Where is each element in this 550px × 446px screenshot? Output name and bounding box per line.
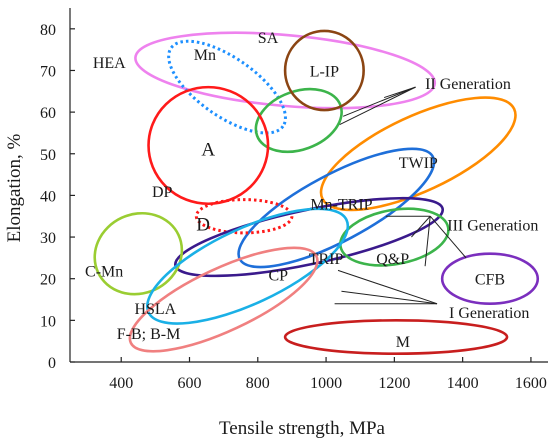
region-cp-label: CP (268, 268, 288, 285)
region-c-mn-ellipse (93, 211, 184, 296)
region-cp-ellipse (145, 207, 350, 325)
region-hsla-label: HSLA (134, 301, 176, 318)
leader-line-i-generation (341, 290, 438, 305)
region-qandp-label: Q&P (376, 251, 409, 268)
ticks-layer: 400 600 800 1000 1200 1400 1600 0 10 20 30 40 50 60 70… (40, 22, 547, 392)
x-tick-label: 1600 (515, 375, 547, 392)
region-mn-ellipse (167, 39, 287, 135)
y-tick-label: 70 (40, 63, 56, 80)
leader-line-iii-generation (429, 215, 467, 259)
region-mn-trip-label: Mn-TRIP (310, 197, 372, 214)
region-dp-label: DP (152, 184, 173, 201)
region-cfb-label: CFB (475, 272, 505, 289)
leader-line-ii-generation (339, 86, 416, 126)
y-axis-label: Elongation, % (4, 133, 25, 242)
y-tick-label: 0 (48, 355, 56, 372)
leader-line-ii-generation (342, 86, 416, 117)
region-l-ip-label: L-IP (310, 63, 339, 80)
y-tick-label: 80 (40, 22, 56, 39)
region-twip-label: TWIP (399, 155, 438, 172)
region-l-ip-ellipse (283, 29, 365, 112)
y-tick-label: 30 (40, 230, 56, 247)
x-tick-label: 1000 (310, 375, 342, 392)
region-a-ellipse (147, 85, 270, 206)
x-tick-label: 600 (178, 375, 202, 392)
group-label-iii-generation: III Generation (447, 218, 538, 235)
y-tick-label: 40 (40, 188, 56, 205)
group-label-ii-generation: II Generation (425, 76, 511, 93)
leader-line-i-generation (337, 269, 438, 305)
x-tick-label: 400 (109, 375, 133, 392)
y-tick-label: 10 (40, 313, 56, 330)
region-m-ellipse (283, 319, 509, 355)
region-c-mn-label: C-Mn (85, 263, 123, 280)
y-tick-label: 20 (40, 272, 56, 289)
region-hea-label: HEA (93, 55, 126, 72)
x-tick-label: 1200 (378, 375, 410, 392)
label-trip: TRIP (309, 251, 344, 268)
region-d-ellipse (194, 198, 294, 235)
x-axis-label: Tensile strength, MPa (219, 418, 386, 439)
y-tick-label: 60 (40, 105, 56, 122)
y-tick-label: 50 (40, 147, 56, 164)
region-twip-ellipse (319, 96, 517, 212)
x-tick-label: 800 (246, 375, 270, 392)
region-m-label: M (396, 334, 410, 351)
region-mn-label: Mn (194, 47, 216, 64)
region-hsla-ellipse (128, 246, 319, 353)
leader-line-iii-generation (411, 215, 431, 238)
region-sa-label: SA (258, 30, 279, 47)
region-cfb-ellipse (440, 252, 540, 305)
label-f-b-b-m: F-B; B-M (117, 326, 181, 343)
regions-layer (93, 29, 540, 355)
x-tick-label: 1400 (447, 375, 479, 392)
region-a-label: A (201, 140, 215, 161)
region-d-label: D (196, 215, 210, 236)
axes (69, 8, 548, 363)
leader-lines-layer (334, 86, 467, 305)
labels-layer: HEA Mn SA L-IP TWIP A Mn-TRIP D DP Q&P CFB C-Mn CP HS… (85, 30, 538, 351)
region-hea-ellipse (134, 31, 437, 110)
group-label-i-generation: I Generation (449, 305, 529, 322)
leader-line-iii-generation (424, 216, 431, 267)
